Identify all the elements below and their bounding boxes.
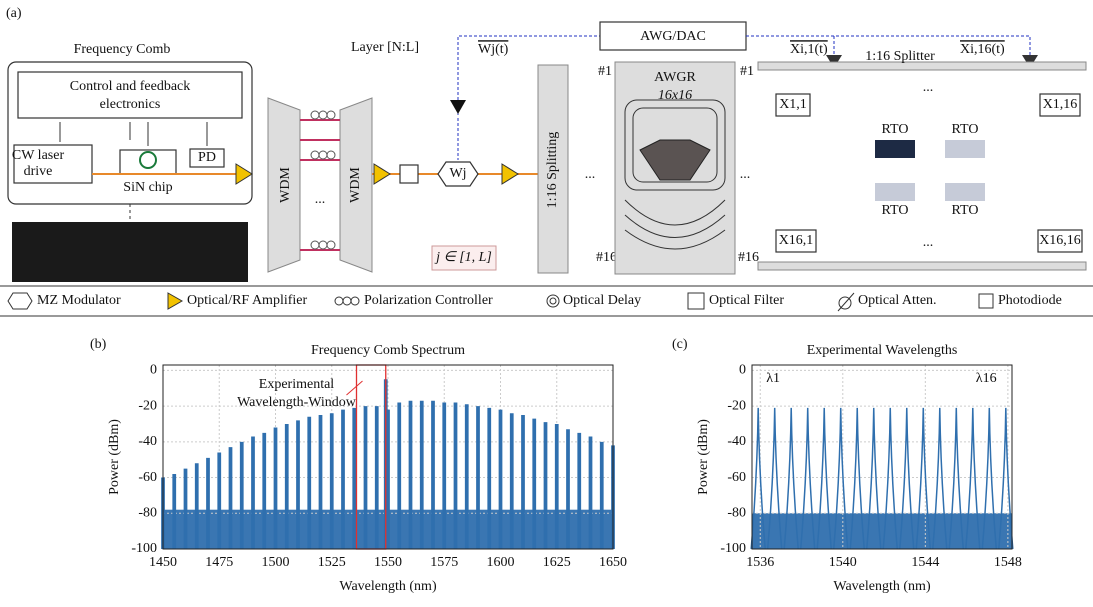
amplifier (502, 164, 518, 184)
diagram: (a) Frequency Comb Control and feedback … (6, 6, 1086, 282)
legend-text: Optical/RF Amplifier (187, 293, 307, 308)
x-tick-label: 1540 (829, 555, 857, 570)
port-text: #16 (596, 250, 617, 265)
port-text: #1 (740, 64, 754, 79)
legend-text: Photodiode (998, 293, 1062, 308)
y-tick-label: -80 (138, 505, 157, 520)
input-text: Xi,16(t) (960, 42, 1005, 57)
x-tick-label: 1450 (149, 555, 177, 570)
awgr-text: AWGR (654, 70, 696, 85)
x-axis-label: Wavelength (nm) (833, 579, 931, 594)
legend-text: Optical Filter (709, 293, 784, 308)
annotation: Wavelength-Window (237, 395, 357, 410)
rto-text: RTO (882, 122, 909, 137)
dots: ... (923, 235, 934, 250)
panel-label: (a) (6, 6, 22, 21)
y-tick-label: -20 (138, 398, 157, 413)
arrow-head (450, 100, 466, 114)
rto-text: RTO (952, 203, 979, 218)
legend-text: Optical Delay (563, 293, 641, 308)
annotation: λ1 (766, 371, 780, 386)
rto-text: RTO (882, 203, 909, 218)
y-tick-label: 0 (150, 363, 157, 378)
output-text: X16,1 (779, 233, 814, 248)
x-tick-label: 1550 (374, 555, 402, 570)
wdm-text: WDM (348, 167, 363, 203)
comb-title: Frequency Comb (74, 42, 171, 57)
filter (400, 165, 418, 183)
legend-text: Optical Atten. (858, 293, 937, 308)
y-tick-label: -40 (727, 434, 746, 449)
y-tick-label: -40 (138, 434, 157, 449)
legend-text: MZ Modulator (37, 293, 121, 308)
output-text: X1,1 (779, 97, 807, 112)
port-text: #16 (738, 250, 759, 265)
annotation-arrow (347, 381, 363, 395)
x-axis-label: Wavelength (nm) (339, 579, 437, 594)
x-tick-label: 1536 (746, 555, 774, 570)
layer-text: Layer [N:L] (351, 40, 419, 55)
x-tick-label: 1600 (487, 555, 515, 570)
panel-label: (b) (90, 337, 107, 352)
laser-text: drive (24, 164, 53, 179)
x-tick-label: 1525 (318, 555, 346, 570)
awg-text: AWG/DAC (640, 29, 706, 44)
y-axis-label: Power (dBm) (696, 419, 711, 495)
x-tick-label: 1650 (599, 555, 627, 570)
control-text: electronics (100, 97, 161, 112)
input-text: Xi,1(t) (790, 42, 828, 57)
chart-title: Experimental Wavelengths (807, 343, 958, 358)
y-tick-label: -100 (131, 541, 157, 556)
device-photo (12, 222, 248, 282)
weight-text: Wj(t) (478, 42, 509, 57)
pd-text: PD (198, 150, 216, 165)
y-tick-label: -100 (720, 541, 746, 556)
x-tick-label: 1500 (262, 555, 290, 570)
y-axis-label: Power (dBm) (107, 419, 122, 495)
y-tick-label: -60 (138, 470, 157, 485)
dots: ... (740, 167, 751, 182)
rto (945, 183, 985, 201)
amplifier (374, 164, 390, 184)
port-text: #1 (598, 64, 612, 79)
dots: ... (585, 167, 596, 182)
dots: ... (923, 80, 934, 95)
laser-text: CW laser (12, 148, 65, 163)
chart-title: Frequency Comb Spectrum (311, 343, 465, 358)
x-tick-label: 1625 (543, 555, 571, 570)
annotation: Experimental (259, 377, 335, 392)
x-tick-label: 1548 (994, 555, 1022, 570)
annotation: λ16 (976, 371, 997, 386)
splitter-text: 1:16 Splitter (865, 49, 935, 64)
wdm-text: WDM (278, 167, 293, 203)
chip-box (120, 150, 176, 174)
rto (875, 183, 915, 201)
dots: ... (315, 192, 326, 207)
modulator-text: Wj (449, 166, 466, 181)
splitting-text: 1:16 Splitting (545, 132, 560, 209)
chip-text: SiN chip (123, 180, 172, 195)
x-tick-label: 1575 (430, 555, 458, 570)
splitter-bar (758, 262, 1086, 270)
control-text: Control and feedback (70, 79, 191, 94)
legend-row: MZ Modulator Optical/RF Amplifier Polari… (0, 286, 1093, 316)
x-tick-label: 1544 (911, 555, 939, 570)
range-text: j ∈ [1, L] (434, 250, 492, 265)
awgr-text: 16x16 (658, 88, 692, 103)
rto (945, 140, 985, 158)
rto-text: RTO (952, 122, 979, 137)
y-tick-label: -80 (727, 505, 746, 520)
y-tick-label: -20 (727, 398, 746, 413)
panel-label: (c) (672, 337, 688, 352)
rto (875, 140, 915, 158)
y-tick-label: -60 (727, 470, 746, 485)
figure: (a) Frequency Comb Control and feedback … (0, 0, 1093, 607)
noise-floor (752, 513, 1012, 549)
output-text: X1,16 (1043, 97, 1078, 112)
y-tick-label: 0 (739, 363, 746, 378)
x-tick-label: 1475 (205, 555, 233, 570)
output-text: X16,16 (1039, 233, 1081, 248)
legend-text: Polarization Controller (364, 293, 493, 308)
pol-controllers (300, 111, 340, 250)
